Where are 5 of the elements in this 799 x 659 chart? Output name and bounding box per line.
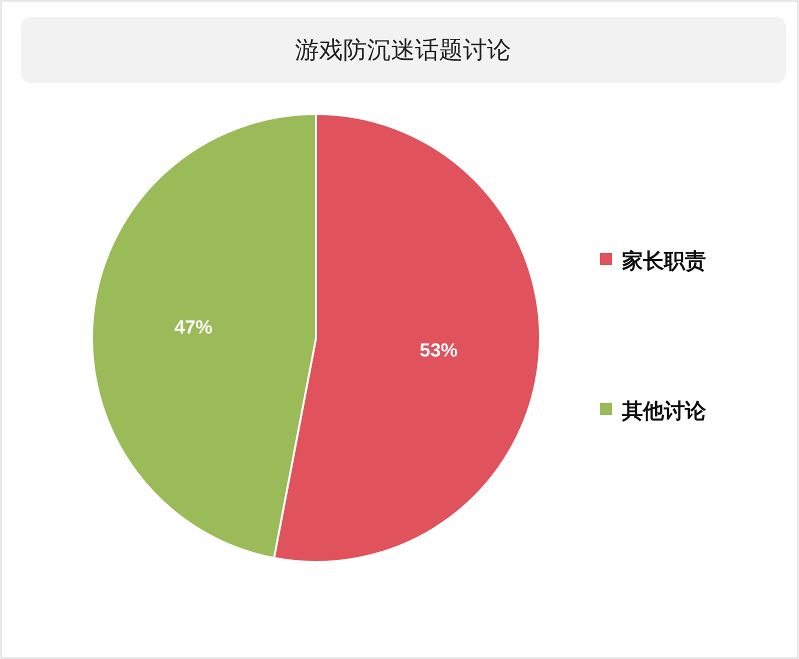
data-label: 47% bbox=[174, 317, 212, 338]
legend-label: 其他讨论 bbox=[621, 400, 707, 423]
legend-label: 家长职责 bbox=[621, 249, 706, 273]
data-label: 53% bbox=[420, 340, 458, 362]
chart-title: 游戏防沉迷话题讨论 bbox=[295, 37, 511, 64]
